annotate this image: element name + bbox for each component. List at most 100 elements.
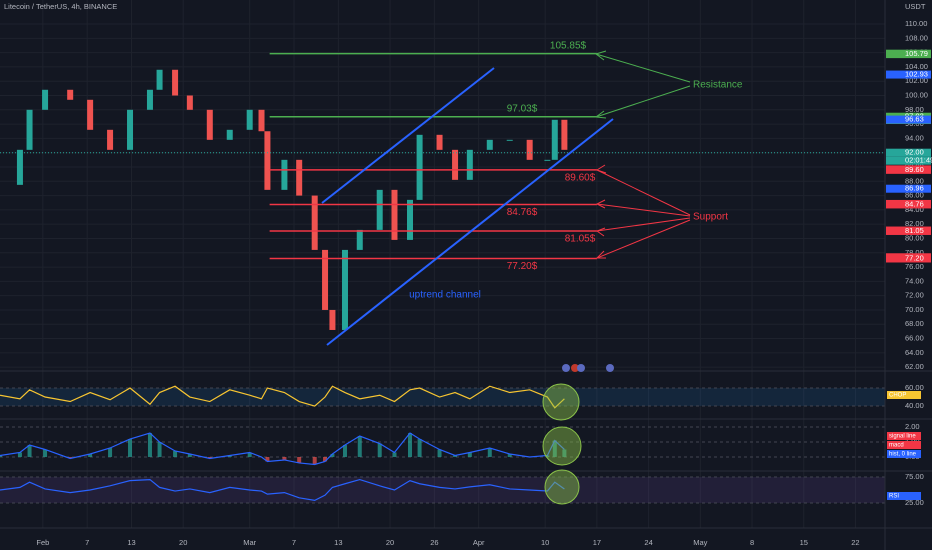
histogram-bar <box>247 452 252 457</box>
price-tag-label: 105.79 <box>905 49 928 58</box>
price-tag <box>886 226 931 235</box>
channel-line <box>321 67 495 204</box>
support-label: Support <box>693 212 728 223</box>
candle <box>156 69 163 90</box>
level-label: 97.03$ <box>507 103 538 114</box>
histogram-bar <box>392 452 397 457</box>
support-arrows <box>595 164 691 259</box>
candle <box>551 119 558 160</box>
histogram-bar <box>487 447 492 457</box>
x-tick-label: May <box>693 538 707 547</box>
highlight-circles <box>542 383 582 505</box>
histogram-bar <box>128 439 133 457</box>
countdown: 02:01:49 <box>905 156 932 165</box>
histogram-bar <box>173 450 178 457</box>
y-tick-label: 40.00 <box>905 401 924 410</box>
x-tick-label: 26 <box>430 538 438 547</box>
candle <box>341 249 348 330</box>
resistance-arrows <box>594 50 691 119</box>
price-tag-label: 96.63 <box>905 115 924 124</box>
x-tick-label: Feb <box>36 538 49 547</box>
histogram-bar <box>0 455 2 457</box>
candle <box>486 139 493 150</box>
x-tick-label: 20 <box>386 538 394 547</box>
histogram-bar <box>330 453 335 457</box>
histogram-bar <box>562 449 567 457</box>
candle <box>146 89 153 110</box>
x-tick-label: 20 <box>179 538 187 547</box>
candle <box>506 139 513 141</box>
candle <box>376 189 383 230</box>
y-tick-label: 86.00 <box>905 191 924 200</box>
histogram-bar <box>27 445 32 457</box>
price-tag <box>886 165 931 174</box>
price-tag <box>886 115 931 124</box>
pane-tag <box>887 492 921 500</box>
price-tag <box>886 254 931 263</box>
candle <box>16 149 23 185</box>
histogram-bar <box>507 453 512 457</box>
histogram-bar <box>157 442 162 457</box>
pane-tag-label: macd <box>889 443 904 449</box>
candle <box>127 109 134 150</box>
candle <box>452 149 459 180</box>
y-tick-label: 64.00 <box>905 348 924 357</box>
candle <box>172 69 179 96</box>
histogram-bar <box>282 456 287 460</box>
x-tick-label: 8 <box>750 538 754 547</box>
indicator-line <box>0 385 565 409</box>
y-tick-label: 80.00 <box>905 233 924 242</box>
y-tick-label: 68.00 <box>905 319 924 328</box>
countdown-tag <box>886 156 931 165</box>
candle <box>544 159 551 161</box>
x-tick-label: 7 <box>292 538 296 547</box>
candle <box>42 89 49 110</box>
histogram-bar <box>108 447 113 457</box>
y-tick-label: 100.00 <box>905 90 928 99</box>
price-tag-label: 86.96 <box>905 184 924 193</box>
histogram-bar <box>68 456 73 459</box>
band <box>0 388 885 407</box>
y-tick-label: 74.00 <box>905 276 924 285</box>
symbol-title: Litecoin / TetherUS, 4h, BINANCE <box>4 2 117 11</box>
price-tag-label: 89.60 <box>905 165 924 174</box>
x-tick-label: 22 <box>851 538 859 547</box>
price-tag-label: 81.05 <box>905 226 924 235</box>
y-tick-label: 84.00 <box>905 205 924 214</box>
histogram-bar <box>43 449 48 457</box>
pane-tag <box>887 450 921 458</box>
histogram-bar <box>437 449 442 457</box>
pane-tag-label: signal line <box>889 434 916 440</box>
event-icons <box>562 364 614 372</box>
x-tick-label: 24 <box>644 538 652 547</box>
candle <box>322 249 329 310</box>
price-tag <box>886 70 931 79</box>
candle <box>311 195 318 250</box>
band <box>0 476 885 503</box>
currency: USDT <box>905 2 926 11</box>
y-tick-label: 102.00 <box>905 76 928 85</box>
x-tick-label: Apr <box>473 538 485 547</box>
y-tick-label: 98.00 <box>905 105 924 114</box>
pane-tag-label: RSI <box>889 494 899 500</box>
histogram-bar <box>312 456 317 465</box>
indicator-line <box>0 432 565 466</box>
candle <box>246 109 253 130</box>
price-tags: 105.85105.79102.9397.0396.5796.6392.0089… <box>886 49 932 500</box>
level-label: 84.76$ <box>507 207 538 218</box>
candle <box>87 99 94 130</box>
candle <box>206 109 213 140</box>
candle <box>226 129 233 140</box>
candle <box>329 309 336 330</box>
histogram-bar <box>467 452 472 457</box>
histogram-bar <box>17 452 22 457</box>
histogram-bar <box>357 436 362 457</box>
histogram-bar <box>407 433 412 457</box>
y-tick-label: 60.00 <box>905 383 924 392</box>
y-tick-label: 78.00 <box>905 248 924 257</box>
candle <box>26 109 33 150</box>
level-label: 81.05$ <box>565 234 596 245</box>
y-tick-label: 72.00 <box>905 291 924 300</box>
candle <box>186 95 193 110</box>
